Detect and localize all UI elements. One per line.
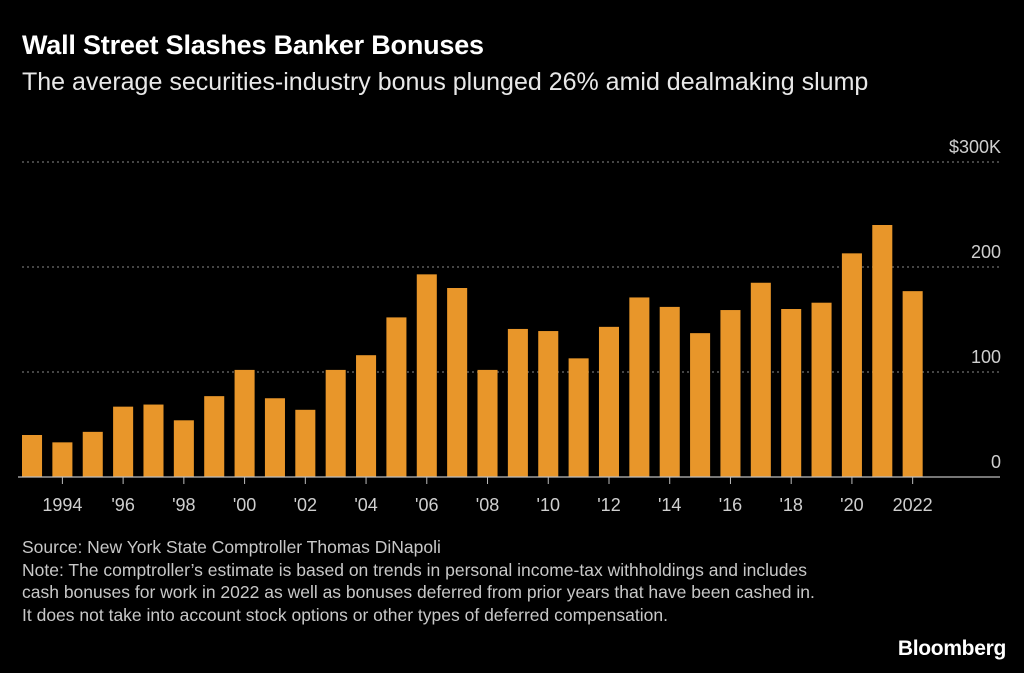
y-tick-label: 100 [971, 347, 1001, 367]
y-tick-label: 200 [971, 242, 1001, 262]
x-axis-labels: 1994 '96 '98 '00 '02 '04 '06 '08 '10 '12 '14 '16 '18… [42, 477, 933, 515]
bar-1999 [204, 396, 225, 477]
bar-2022 [902, 291, 923, 477]
bars [22, 225, 923, 477]
bar-2016 [720, 310, 741, 477]
bar-1997 [143, 404, 164, 477]
y-axis-labels: 0 100 200 $300K [949, 137, 1001, 472]
chart-subtitle: The average securities-industry bonus pl… [22, 68, 869, 96]
bar-2010 [538, 331, 559, 477]
bar-1993 [22, 435, 43, 477]
x-tick-label: '16 [719, 495, 742, 515]
bar-1998 [173, 420, 194, 477]
bar-2005 [386, 317, 407, 477]
bar-2006 [416, 274, 437, 477]
x-tick-label: '04 [354, 495, 377, 515]
bar-2004 [356, 355, 377, 477]
y-tick-label: 0 [991, 452, 1001, 472]
bar-2020 [841, 253, 862, 477]
y-tick-label: $300K [949, 137, 1001, 157]
bar-1996 [113, 406, 134, 477]
source-note: Source: New York State Comptroller Thoma… [22, 537, 441, 557]
bar-2014 [659, 306, 680, 477]
x-tick-label: '96 [111, 495, 134, 515]
x-tick-label: '10 [537, 495, 560, 515]
bar-2021 [872, 225, 893, 477]
x-tick-label: '98 [172, 495, 195, 515]
methodology-note: Note: The comptroller’s estimate is base… [22, 559, 815, 625]
bar-2001 [264, 398, 285, 477]
x-tick-label: '14 [658, 495, 681, 515]
bar-2007 [447, 288, 468, 477]
bar-2012 [598, 326, 620, 477]
x-tick-label: '12 [597, 495, 620, 515]
bar-2018 [781, 309, 802, 477]
x-tick-label: '20 [840, 495, 863, 515]
bar-2019 [811, 302, 832, 477]
bar-1994 [52, 442, 73, 477]
bar-2000 [234, 369, 255, 477]
bar-2003 [325, 369, 346, 477]
bar-2017 [750, 282, 771, 477]
chart-title: Wall Street Slashes Banker Bonuses [22, 30, 484, 60]
bar-2013 [629, 297, 650, 477]
bar-2009 [507, 328, 528, 477]
x-tick-label: '02 [294, 495, 317, 515]
bar-2008 [477, 369, 498, 477]
x-tick-label: 1994 [42, 495, 82, 515]
bar-2011 [568, 358, 589, 477]
bar-2015 [690, 333, 711, 477]
x-tick-label: '06 [415, 495, 438, 515]
chart-footer: Source: New York State Comptroller Thoma… [22, 536, 822, 626]
bar-2002 [295, 409, 316, 477]
bloomberg-logo: Bloomberg [897, 637, 1006, 660]
x-tick-label: '00 [233, 495, 256, 515]
grid-lines [22, 161, 1000, 373]
x-tick-label: '08 [476, 495, 499, 515]
bar-1995 [82, 431, 103, 477]
x-tick-label: 2022 [893, 495, 933, 515]
x-tick-label: '18 [779, 495, 802, 515]
